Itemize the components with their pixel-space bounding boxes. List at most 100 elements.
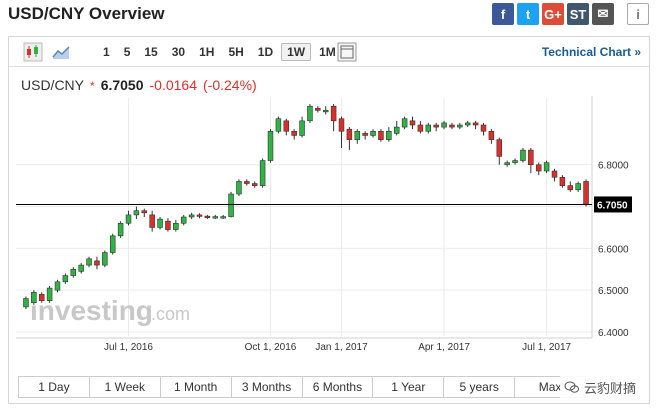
candle-body: [362, 133, 368, 136]
candle-body: [575, 183, 581, 191]
period-1d[interactable]: 1D: [257, 45, 274, 59]
period-5h[interactable]: 5H: [228, 45, 244, 59]
candlestick-icon[interactable]: [23, 42, 43, 62]
candle-body: [54, 281, 61, 291]
range-1-day[interactable]: 1 Day: [19, 377, 90, 397]
current-price-label: 6.7050: [597, 200, 628, 211]
candle-body: [535, 164, 542, 172]
candle-body: [299, 120, 305, 136]
candle-body: [496, 139, 503, 157]
candle-body: [102, 252, 108, 266]
candle-body: [188, 214, 195, 218]
candle-body: [204, 215, 211, 218]
period-30[interactable]: 30: [171, 45, 186, 59]
candle-body: [23, 298, 29, 308]
candle-body: [31, 291, 37, 304]
period-1h[interactable]: 1H: [199, 45, 215, 59]
candle-body: [567, 185, 574, 191]
candle-body: [109, 235, 116, 253]
candle-body: [133, 210, 140, 216]
delay-marker: *: [90, 79, 95, 93]
price-change: -0.0164: [149, 77, 197, 93]
current-price-tag: [594, 196, 632, 213]
candle-body: [551, 170, 558, 178]
google-plus-icon[interactable]: G+: [542, 3, 564, 25]
candle-body: [251, 183, 258, 186]
candle-body: [370, 130, 376, 136]
wechat-icon: [564, 381, 579, 393]
page-title: USD/CNY Overview: [8, 4, 165, 23]
candle-body: [322, 110, 329, 113]
candle-body: [38, 294, 45, 301]
candle-body: [464, 122, 471, 126]
candle-body: [401, 118, 408, 128]
x-tick-label: Jul 1, 2017: [522, 342, 571, 353]
period-5[interactable]: 5: [123, 45, 131, 59]
candle-body: [244, 181, 250, 184]
candle-body: [212, 216, 219, 219]
price-change-pct: (-0.24%): [203, 77, 257, 93]
period-1m[interactable]: 1M: [319, 45, 336, 59]
range-1-week[interactable]: 1 Week: [90, 377, 161, 397]
candle-body: [78, 264, 84, 272]
candle-body: [441, 122, 447, 128]
candle-body: [472, 122, 479, 126]
candle-body: [528, 149, 534, 166]
candle-body: [157, 218, 163, 228]
share-bar: f t G+ ST ✉ i: [492, 3, 649, 25]
candle-body: [307, 105, 313, 122]
area-chart-icon[interactable]: [51, 42, 71, 62]
candle-body: [267, 130, 274, 161]
y-tick-label: 6.5000: [598, 286, 629, 297]
candle-body: [378, 130, 384, 140]
candle-body: [236, 181, 242, 195]
candle-body: [180, 216, 187, 224]
x-tick-label: Oct 1, 2016: [245, 342, 297, 353]
candle-body: [196, 214, 203, 217]
wechat-watermark: 云豹财摘: [560, 376, 641, 398]
x-tick-label: Jan 1, 2017: [315, 342, 368, 353]
candle-body: [543, 162, 550, 172]
stocktwits-icon[interactable]: ST: [567, 3, 589, 25]
period-1[interactable]: 1: [103, 45, 110, 59]
last-price: 6.7050: [100, 77, 144, 93]
candle-body: [330, 105, 337, 122]
candle-body: [291, 130, 297, 136]
email-icon[interactable]: ✉: [592, 3, 614, 25]
window-icon[interactable]: [337, 42, 357, 62]
candle-body: [62, 275, 69, 283]
candle-body: [220, 216, 226, 219]
y-tick-label: 6.6000: [598, 244, 629, 255]
twitter-icon[interactable]: t: [517, 3, 539, 25]
candle-body: [125, 214, 132, 224]
candle-body: [283, 120, 290, 132]
range-5-years[interactable]: 5 years: [444, 377, 516, 397]
candle-body: [228, 193, 234, 217]
candle-body: [583, 181, 589, 205]
facebook-icon[interactable]: f: [492, 3, 514, 25]
candle-body: [46, 287, 53, 301]
period-1w[interactable]: 1W: [281, 43, 312, 61]
range-3-months[interactable]: 3 Months: [232, 377, 303, 397]
candle-body: [425, 124, 432, 132]
candle-body: [488, 130, 495, 140]
range-6-months[interactable]: 6 Months: [303, 377, 374, 397]
technical-chart-link[interactable]: Technical Chart »: [541, 45, 641, 59]
candle-body: [149, 214, 155, 228]
y-tick-label: 6.8000: [598, 161, 629, 172]
range-1-year[interactable]: 1 Year: [373, 377, 445, 397]
range-1-month[interactable]: 1 Month: [161, 377, 232, 397]
candle-body: [409, 120, 416, 126]
x-tick-label: Jul 1, 2016: [104, 342, 153, 353]
candle-body: [315, 107, 321, 111]
range-selector: 1 Day 1 Week 1 Month 3 Months 6 Months 1 Year…: [18, 376, 586, 398]
x-tick-label: Apr 1, 2017: [418, 342, 470, 353]
timeframe-selector: 1 5 15 30 1H 5H 1D 1W 1M: [97, 43, 344, 61]
candle-body: [165, 220, 171, 230]
range-max[interactable]: Max: [538, 380, 562, 394]
candle-body: [417, 124, 424, 132]
period-15[interactable]: 15: [144, 45, 158, 59]
info-icon[interactable]: i: [627, 3, 649, 25]
candle-body: [480, 124, 487, 132]
